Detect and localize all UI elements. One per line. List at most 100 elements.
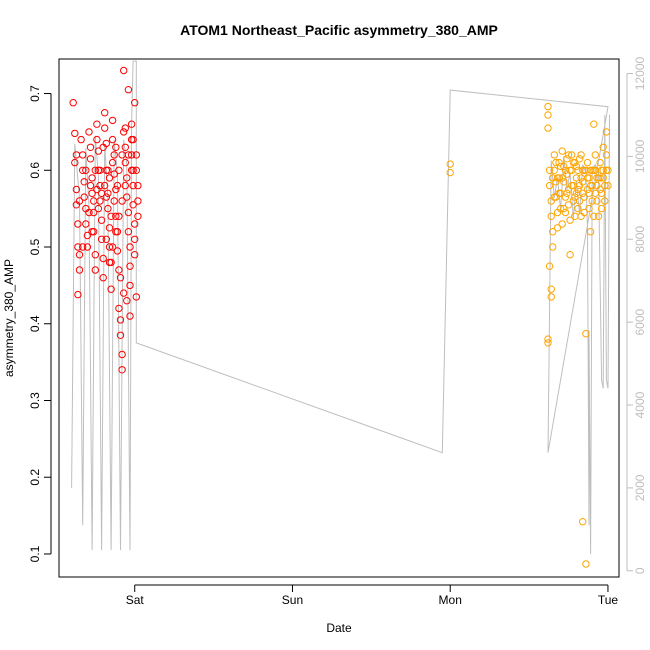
data-point xyxy=(77,135,85,144)
data-point xyxy=(94,147,103,155)
data-point xyxy=(134,197,142,205)
data-point xyxy=(123,193,131,201)
data-point xyxy=(93,135,101,144)
data-point xyxy=(131,235,139,244)
y2-tick-label: 4000 xyxy=(633,391,647,418)
y-axis-label: asymmetry_380_AMP xyxy=(2,259,16,377)
y-tick-label: 0.5 xyxy=(28,238,42,255)
data-point xyxy=(101,124,109,132)
data-point xyxy=(594,174,603,182)
y-tick-label: 0.7 xyxy=(28,85,42,102)
data-point xyxy=(86,181,95,190)
data-point xyxy=(91,166,100,175)
data-point xyxy=(604,181,612,190)
data-point xyxy=(586,228,595,236)
data-point xyxy=(547,293,555,301)
x-axis: Sat Sun Mon Tue xyxy=(126,584,618,607)
data-point xyxy=(552,158,560,167)
data-point xyxy=(118,366,126,374)
data-point xyxy=(566,251,574,259)
data-point xyxy=(601,197,609,205)
data-point xyxy=(115,212,123,221)
data-point xyxy=(115,266,123,274)
data-point xyxy=(124,208,133,217)
data-point xyxy=(118,197,126,205)
data-point xyxy=(71,158,79,167)
data-point xyxy=(556,162,565,171)
data-point xyxy=(550,151,558,159)
data-point xyxy=(580,193,588,201)
data-point xyxy=(558,174,566,182)
data-point xyxy=(88,174,96,182)
data-point xyxy=(560,204,568,213)
data-point xyxy=(566,166,574,175)
data-point xyxy=(553,174,562,182)
data-point xyxy=(88,228,96,236)
data-point xyxy=(582,330,590,338)
y-tick-label: 0.6 xyxy=(28,162,42,179)
data-point xyxy=(590,120,598,128)
data-point xyxy=(120,289,128,297)
data-point xyxy=(580,208,588,217)
data-point xyxy=(597,166,606,175)
data-point xyxy=(99,143,107,152)
data-point xyxy=(74,243,82,251)
x-axis-label: Date xyxy=(326,621,352,635)
data-point xyxy=(544,102,552,111)
data-point xyxy=(116,274,125,282)
data-point xyxy=(88,189,96,198)
data-point xyxy=(550,193,558,201)
series-line xyxy=(71,60,610,555)
data-point xyxy=(74,220,82,228)
data-point xyxy=(99,254,107,263)
data-point xyxy=(561,208,570,217)
y2-tick-label: 2000 xyxy=(633,474,647,501)
data-point xyxy=(602,166,611,175)
data-point xyxy=(124,86,133,94)
data-point xyxy=(547,212,555,221)
data-point xyxy=(83,243,92,251)
data-point xyxy=(579,189,587,198)
y2-tick-label: 8000 xyxy=(633,226,647,253)
y2-tick-label: 10000 xyxy=(633,139,647,173)
data-point xyxy=(72,185,81,194)
data-point xyxy=(126,243,134,251)
data-point xyxy=(134,212,142,221)
data-point xyxy=(549,228,557,236)
data-point xyxy=(129,201,137,209)
data-point xyxy=(549,243,557,251)
data-point xyxy=(602,128,611,136)
data-point xyxy=(108,135,117,144)
data-point xyxy=(94,204,103,213)
data-point xyxy=(599,143,607,152)
points-layer xyxy=(69,66,612,568)
data-point xyxy=(105,258,114,267)
data-point xyxy=(104,166,112,175)
data-point xyxy=(127,166,136,175)
data-point xyxy=(555,158,563,167)
data-point xyxy=(544,111,552,119)
data-point xyxy=(102,193,111,201)
data-point xyxy=(566,216,574,224)
data-point xyxy=(74,290,82,299)
data-point xyxy=(597,204,606,213)
data-point xyxy=(126,262,134,270)
data-point xyxy=(79,166,87,175)
data-point xyxy=(575,155,584,163)
data-point xyxy=(571,193,579,201)
data-point xyxy=(93,185,101,194)
data-point xyxy=(544,335,552,343)
y-tick-label: 0.4 xyxy=(28,315,42,332)
y2-tick-label: 0 xyxy=(633,567,647,574)
data-point xyxy=(69,99,77,107)
data-point xyxy=(110,170,118,178)
data-point xyxy=(115,166,123,175)
data-point xyxy=(579,518,587,526)
data-point xyxy=(564,201,573,209)
data-point xyxy=(129,135,137,144)
data-point xyxy=(568,151,576,159)
data-point xyxy=(91,251,100,259)
data-point xyxy=(112,185,120,194)
x-tick-label: Mon xyxy=(439,593,462,607)
